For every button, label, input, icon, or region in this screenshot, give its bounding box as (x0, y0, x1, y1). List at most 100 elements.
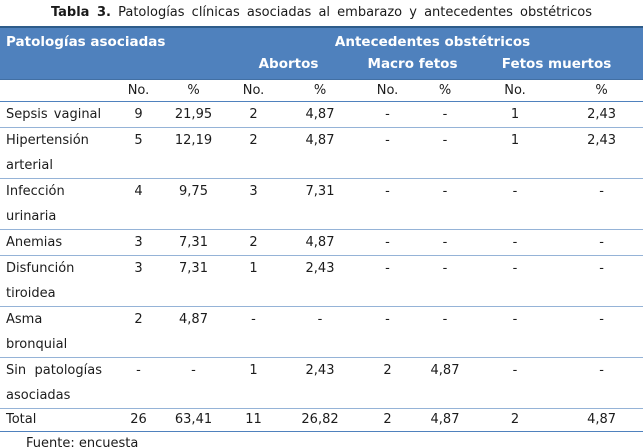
table-title-text: Patologías clínicas asociadas al embaraz… (110, 5, 593, 20)
cell: - (420, 229, 471, 256)
table-row: Infección urinaria 4 9,75 3 7,31 - - - - (0, 178, 643, 230)
cell: 1 (470, 127, 561, 179)
cell: - (355, 178, 421, 230)
cell: - (470, 255, 561, 307)
cell: 2 (355, 408, 421, 432)
cell: - (470, 306, 561, 358)
source-note: Fuente: encuesta (26, 435, 139, 447)
cell: 2 (222, 101, 286, 128)
cell: 5 (112, 127, 165, 179)
cell: 1 (470, 101, 561, 128)
table-row: Asma bronquial 2 4,87 - - - - - - (0, 306, 643, 358)
colhead-no-2: No. (222, 79, 286, 102)
cell: 4,87 (285, 229, 356, 256)
cell: 4,87 (420, 408, 471, 432)
cell: 3 (112, 229, 165, 256)
cell: - (355, 255, 421, 307)
table-title-number: Tabla 3. (50, 5, 111, 20)
cell: - (560, 178, 643, 230)
colhead-spacer (0, 79, 112, 102)
cell: - (222, 306, 286, 358)
cell: 2,43 (285, 357, 356, 409)
row-label: Infección urinaria (0, 178, 112, 230)
row-label: Sepsis vaginal (0, 101, 112, 128)
cell: - (470, 178, 561, 230)
cell: 2 (355, 357, 421, 409)
colhead-pct-1: % (165, 79, 223, 102)
total-label: Total (0, 408, 112, 432)
header-patologias-asociadas: Patologías asociadas (0, 27, 223, 56)
cell: - (285, 306, 356, 358)
header-antecedentes-obstetricos: Antecedentes obstétricos (222, 27, 643, 56)
cell: - (420, 306, 471, 358)
table-row: Hipertensión arterial 5 12,19 2 4,87 - -… (0, 127, 643, 179)
row-label: Sin patologías asociadas (0, 357, 112, 409)
colhead-no-3: No. (355, 79, 421, 102)
header-abortos: Abortos (222, 56, 356, 80)
colhead-pct-2: % (285, 79, 356, 102)
row-label: Disfunción tiroidea (0, 255, 112, 307)
cell: - (560, 229, 643, 256)
cell: 26,82 (285, 408, 356, 432)
cell: - (560, 255, 643, 307)
table-row: Anemias 3 7,31 2 4,87 - - - - (0, 229, 643, 256)
total-row: Total 26 63,41 11 26,82 2 4,87 2 4,87 (0, 408, 643, 432)
cell: 1 (222, 357, 286, 409)
cell: - (470, 357, 561, 409)
row-label: Anemias (0, 229, 112, 256)
cell: - (560, 357, 643, 409)
table-row: Sepsis vaginal 9 21,95 2 4,87 - - 1 2,43 (0, 101, 643, 128)
cell: 11 (222, 408, 286, 432)
cell: 21,95 (165, 101, 223, 128)
header-group-row: Patologías asociadas Antecedentes obstét… (0, 27, 643, 56)
cell: 2,43 (560, 101, 643, 128)
row-label: Hipertensión arterial (0, 127, 112, 179)
row-label: Asma bronquial (0, 306, 112, 358)
cell: 7,31 (285, 178, 356, 230)
data-table: Patologías asociadas Antecedentes obstét… (0, 26, 643, 432)
cell: 4,87 (165, 306, 223, 358)
cell: 3 (222, 178, 286, 230)
cell: - (355, 101, 421, 128)
colhead-no-1: No. (112, 79, 165, 102)
cell: - (355, 127, 421, 179)
cell: 4,87 (560, 408, 643, 432)
cell: 9 (112, 101, 165, 128)
cell: - (560, 306, 643, 358)
cell: - (470, 229, 561, 256)
cell: - (420, 255, 471, 307)
cell: - (355, 229, 421, 256)
table-title: Tabla 3. Patologías clínicas asociadas a… (0, 0, 643, 26)
cell: - (355, 306, 421, 358)
cell: 2 (222, 127, 286, 179)
cell: 63,41 (165, 408, 223, 432)
cell: - (165, 357, 223, 409)
header-macro-fetos: Macro fetos (355, 56, 471, 80)
cell: 4 (112, 178, 165, 230)
header-spacer (0, 56, 223, 80)
cell: - (420, 101, 471, 128)
cell: 9,75 (165, 178, 223, 230)
table-row: Disfunción tiroidea 3 7,31 1 2,43 - - - … (0, 255, 643, 307)
cell: 1 (222, 255, 286, 307)
cell: 7,31 (165, 229, 223, 256)
cell: - (420, 127, 471, 179)
cell: 3 (112, 255, 165, 307)
cell: - (420, 178, 471, 230)
cell: 2 (470, 408, 561, 432)
cell: 7,31 (165, 255, 223, 307)
colhead-pct-4: % (560, 79, 643, 102)
header-subgroup-row: Abortos Macro fetos Fetos muertos (0, 56, 643, 80)
cell: 2 (112, 306, 165, 358)
column-header-row: No. % No. % No. % No. % (0, 79, 643, 102)
cell: 26 (112, 408, 165, 432)
cell: 2,43 (285, 255, 356, 307)
header-fetos-muertos: Fetos muertos (470, 56, 643, 80)
cell: - (112, 357, 165, 409)
colhead-pct-3: % (420, 79, 471, 102)
cell: 12,19 (165, 127, 223, 179)
cell: 2 (222, 229, 286, 256)
cell: 4,87 (285, 127, 356, 179)
colhead-no-4: No. (470, 79, 561, 102)
